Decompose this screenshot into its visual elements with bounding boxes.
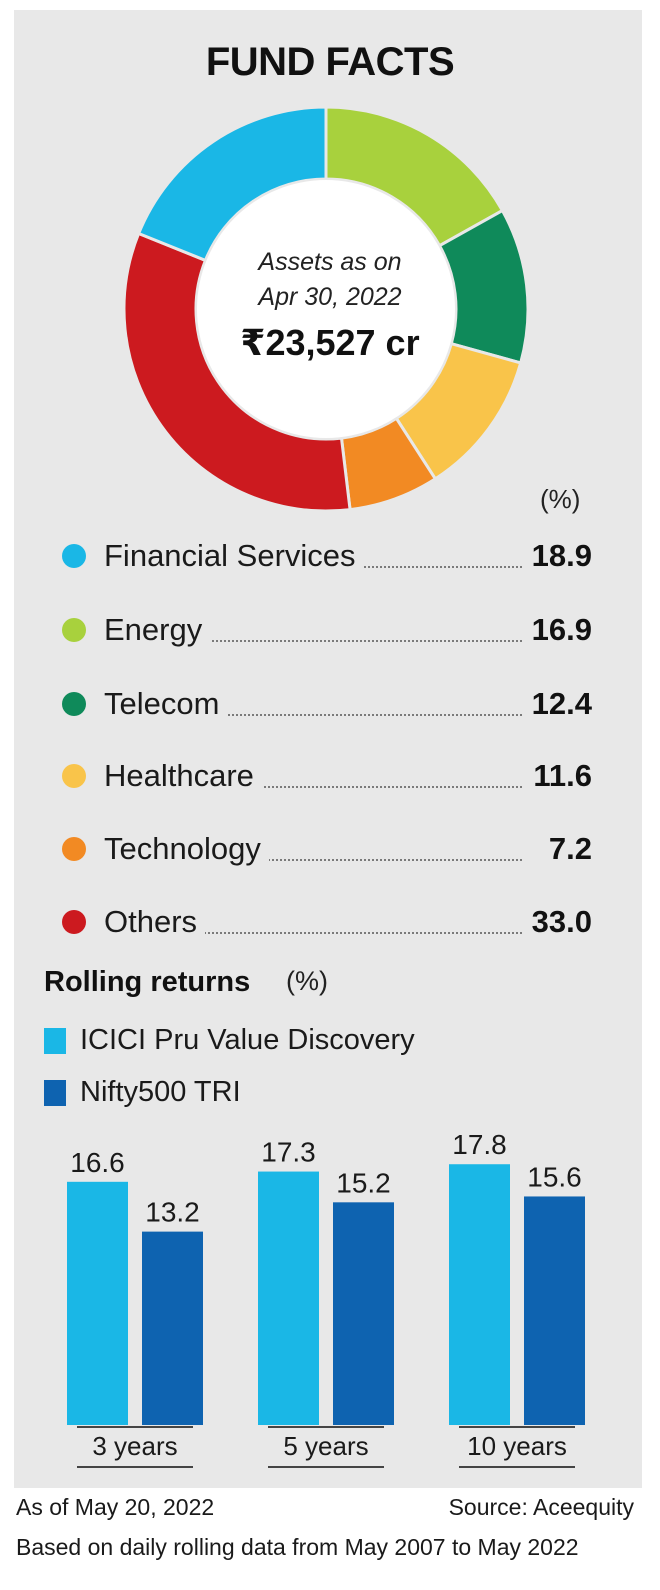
bar-label-nifty500-tri-3-years: 13.2 [145, 1197, 200, 1228]
legend-value-others: 33.0 [525, 904, 592, 940]
donut-slice-others [122, 231, 352, 513]
legend-dot-healthcare [62, 764, 86, 788]
series-swatch-icici [44, 1028, 66, 1054]
category-label-3-years: 3 years [92, 1431, 177, 1461]
legend-label-energy: Energy [104, 612, 211, 648]
legend-label-financial-services: Financial Services [104, 538, 364, 574]
legend-leader-others [104, 932, 522, 934]
legend-value-technology: 7.2 [542, 831, 592, 867]
bar-nifty500-tri-3-years [142, 1231, 203, 1425]
legend-leader-healthcare [104, 786, 522, 788]
legend-row-healthcare: Healthcare 11.6 [62, 756, 592, 796]
series-label-icici: ICICI Pru Value Discovery [80, 1024, 415, 1056]
rolling-returns-bar-chart: 16.6 13.2 3 years 17.3 15.2 5 years 17.8 15.6 10… [67, 1129, 585, 1468]
legend-unit: (%) [540, 484, 581, 514]
legend-leader-energy [104, 640, 522, 642]
assets-caption-line1: Assets as on [258, 248, 402, 276]
donut-center [197, 180, 455, 438]
legend-dot-others [62, 910, 86, 934]
bar-icici-pru-value-discovery-10-years [449, 1164, 510, 1425]
series-swatch-nifty [44, 1080, 66, 1106]
legend-row-telecom: Telecom 12.4 [62, 684, 592, 724]
legend-label-healthcare: Healthcare [104, 758, 262, 794]
bar-nifty500-tri-10-years [524, 1196, 585, 1425]
as-of-note: As of May 20, 2022 [16, 1494, 215, 1520]
legend-dot-energy [62, 618, 86, 642]
bar-nifty500-tri-5-years [333, 1202, 394, 1425]
legend-dot-telecom [62, 692, 86, 716]
legend-dot-financial-services [62, 544, 86, 568]
legend-leader-telecom [104, 714, 522, 716]
legend-row-energy: Energy 16.9 [62, 610, 592, 650]
legend-row-financial-services: Financial Services 18.9 [62, 536, 592, 576]
legend-value-healthcare: 11.6 [527, 758, 592, 794]
category-label-10-years: 10 years [467, 1431, 567, 1461]
series-label-nifty: Nifty500 TRI [80, 1076, 241, 1108]
basis-note: Based on daily rolling data from May 200… [16, 1534, 579, 1560]
rolling-returns-unit: (%) [286, 966, 328, 996]
bar-icici-pru-value-discovery-3-years [67, 1181, 128, 1425]
category-label-5-years: 5 years [283, 1431, 368, 1461]
assets-value: ₹23,527 cr [240, 322, 420, 363]
bar-icici-pru-value-discovery-5-years [258, 1171, 319, 1425]
chart-title: FUND FACTS [205, 40, 455, 84]
legend-value-telecom: 12.4 [525, 686, 592, 722]
donut-slice-financial-services [136, 105, 328, 263]
bar-label-nifty500-tri-10-years: 15.6 [527, 1161, 582, 1192]
legend-label-technology: Technology [104, 831, 269, 867]
legend-value-financial-services: 18.9 [525, 538, 592, 574]
rolling-returns-title: Rolling returns [44, 966, 251, 998]
bar-label-nifty500-tri-5-years: 15.2 [336, 1167, 391, 1198]
source-note: Source: Aceequity [448, 1494, 634, 1520]
sector-donut-chart [122, 105, 530, 513]
legend-dot-technology [62, 837, 86, 861]
legend-label-others: Others [104, 904, 206, 940]
bar-label-icici-pru-value-discovery-3-years: 16.6 [70, 1147, 125, 1178]
legend-value-energy: 16.9 [525, 612, 592, 648]
bar-label-icici-pru-value-discovery-5-years: 17.3 [261, 1137, 316, 1168]
legend-leader-technology [104, 859, 522, 861]
legend-label-telecom: Telecom [104, 686, 228, 722]
legend-row-others: Others 33.0 [62, 902, 592, 942]
bar-label-icici-pru-value-discovery-10-years: 17.8 [452, 1129, 507, 1160]
assets-caption-line2: Apr 30, 2022 [258, 283, 402, 311]
legend-row-technology: Technology 7.2 [62, 829, 592, 869]
